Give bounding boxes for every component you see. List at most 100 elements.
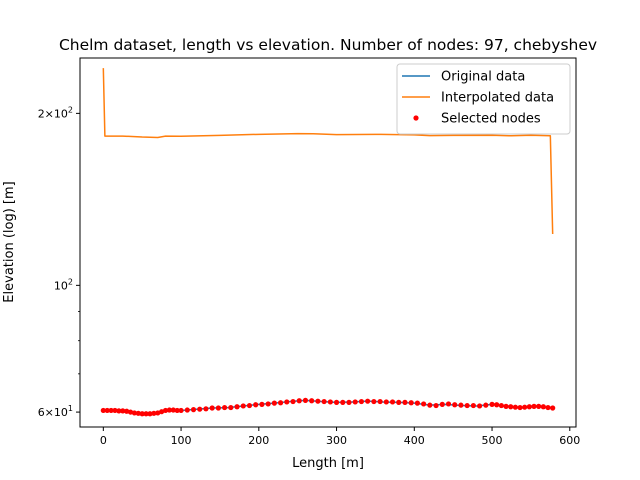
data-point-selected-nodes bbox=[309, 398, 315, 404]
data-point-selected-nodes bbox=[166, 407, 172, 413]
x-tick-label: 500 bbox=[482, 434, 503, 447]
data-point-selected-nodes bbox=[531, 403, 537, 409]
data-point-selected-nodes bbox=[151, 410, 157, 416]
y-tick-label: 6×101 bbox=[38, 404, 73, 419]
data-point-selected-nodes bbox=[333, 399, 340, 405]
data-point-selected-nodes bbox=[489, 401, 495, 407]
legend-label-interpolated-data: Interpolated data bbox=[441, 91, 554, 106]
data-point-selected-nodes bbox=[203, 406, 209, 412]
data-point-selected-nodes bbox=[427, 402, 433, 408]
data-point-selected-nodes bbox=[536, 403, 542, 409]
data-point-selected-nodes bbox=[271, 400, 277, 406]
data-point-selected-nodes bbox=[240, 403, 246, 409]
data-point-selected-nodes bbox=[433, 402, 439, 409]
x-tick-label: 400 bbox=[404, 434, 425, 447]
data-point-selected-nodes bbox=[296, 398, 302, 404]
data-point-selected-nodes bbox=[277, 400, 284, 406]
data-point-selected-nodes bbox=[302, 397, 309, 403]
y-tick-label: 2×102 bbox=[38, 105, 73, 120]
series-line-interpolated-data bbox=[102, 68, 554, 234]
x-tick-label: 100 bbox=[171, 434, 192, 447]
data-point-selected-nodes bbox=[116, 408, 122, 414]
data-point-selected-nodes bbox=[174, 407, 180, 414]
data-point-selected-nodes bbox=[522, 404, 528, 410]
x-axis-label: Length [m] bbox=[292, 456, 364, 471]
data-point-selected-nodes bbox=[396, 399, 402, 405]
data-point-selected-nodes bbox=[120, 408, 126, 414]
data-point-selected-nodes bbox=[290, 398, 296, 405]
data-point-selected-nodes bbox=[178, 407, 184, 414]
data-point-selected-nodes bbox=[458, 402, 464, 408]
data-point-selected-nodes bbox=[327, 399, 333, 405]
data-point-selected-nodes bbox=[526, 404, 532, 410]
data-point-selected-nodes bbox=[483, 402, 489, 408]
data-point-selected-nodes bbox=[445, 401, 452, 407]
data-point-selected-nodes bbox=[139, 411, 145, 417]
data-point-selected-nodes bbox=[402, 399, 408, 405]
data-point-selected-nodes bbox=[234, 404, 240, 410]
data-point-selected-nodes bbox=[265, 401, 271, 407]
y-axis-label: Elevation (log) [m] bbox=[2, 181, 17, 302]
y-tick-label: 102 bbox=[54, 277, 73, 292]
plot-frame bbox=[79, 57, 577, 428]
data-point-selected-nodes bbox=[371, 398, 377, 405]
data-point-selected-nodes bbox=[346, 399, 352, 405]
data-point-selected-nodes bbox=[321, 398, 327, 405]
data-point-selected-nodes bbox=[377, 398, 383, 405]
data-point-selected-nodes bbox=[215, 405, 221, 411]
data-point-selected-nodes bbox=[517, 404, 523, 411]
data-point-selected-nodes bbox=[439, 401, 445, 407]
data-point-selected-nodes bbox=[253, 402, 259, 408]
data-point-selected-nodes bbox=[104, 407, 110, 414]
chart-title: Chelm dataset, length vs elevation. Numb… bbox=[59, 36, 597, 54]
series-markers-selected-nodes bbox=[100, 397, 556, 417]
data-point-selected-nodes bbox=[540, 404, 546, 410]
data-point-selected-nodes bbox=[408, 400, 414, 406]
data-point-selected-nodes bbox=[170, 407, 176, 413]
data-point-selected-nodes bbox=[131, 410, 138, 416]
data-point-selected-nodes bbox=[503, 403, 509, 409]
data-point-selected-nodes bbox=[421, 401, 427, 407]
data-point-selected-nodes bbox=[184, 407, 190, 413]
data-point-selected-nodes bbox=[389, 399, 396, 405]
data-point-selected-nodes bbox=[162, 407, 169, 414]
data-point-selected-nodes bbox=[365, 398, 371, 404]
data-point-selected-nodes bbox=[190, 407, 197, 413]
data-point-selected-nodes bbox=[197, 406, 203, 412]
data-point-selected-nodes bbox=[259, 401, 265, 407]
legend-label-original-data: Original data bbox=[441, 70, 525, 85]
data-point-selected-nodes bbox=[452, 402, 458, 408]
legend-box bbox=[396, 63, 571, 135]
data-point-selected-nodes bbox=[246, 402, 253, 409]
legend-label-selected-nodes: Selected nodes bbox=[441, 112, 541, 127]
data-point-selected-nodes bbox=[383, 399, 389, 405]
data-point-selected-nodes bbox=[512, 404, 518, 410]
data-point-selected-nodes bbox=[127, 409, 134, 415]
data-point-selected-nodes bbox=[228, 404, 234, 411]
x-tick-label: 600 bbox=[559, 434, 580, 447]
data-point-selected-nodes bbox=[135, 410, 141, 416]
axes-layer: 0 100 200 300 400 500 600 6×101 102 2×102 bbox=[38, 105, 581, 447]
data-point-selected-nodes bbox=[124, 408, 130, 414]
data-point-selected-nodes bbox=[352, 399, 358, 405]
series-layer bbox=[100, 68, 556, 417]
data-point-selected-nodes bbox=[494, 402, 500, 408]
data-point-selected-nodes bbox=[143, 411, 149, 417]
data-point-selected-nodes bbox=[508, 404, 514, 410]
data-point-selected-nodes bbox=[498, 402, 504, 409]
data-point-selected-nodes bbox=[414, 400, 420, 406]
data-point-selected-nodes bbox=[470, 402, 476, 409]
data-point-selected-nodes bbox=[147, 411, 153, 417]
x-tick-label: 0 bbox=[100, 434, 107, 447]
data-point-selected-nodes bbox=[477, 403, 483, 409]
data-point-selected-nodes bbox=[284, 399, 290, 405]
data-point-selected-nodes bbox=[315, 398, 321, 404]
legend-swatch-selected-nodes bbox=[413, 115, 419, 121]
data-point-selected-nodes bbox=[222, 404, 228, 411]
data-point-selected-nodes bbox=[340, 399, 346, 405]
data-point-selected-nodes bbox=[209, 405, 215, 411]
data-point-selected-nodes bbox=[358, 398, 365, 405]
data-point-selected-nodes bbox=[100, 407, 106, 414]
data-point-selected-nodes bbox=[108, 407, 114, 414]
